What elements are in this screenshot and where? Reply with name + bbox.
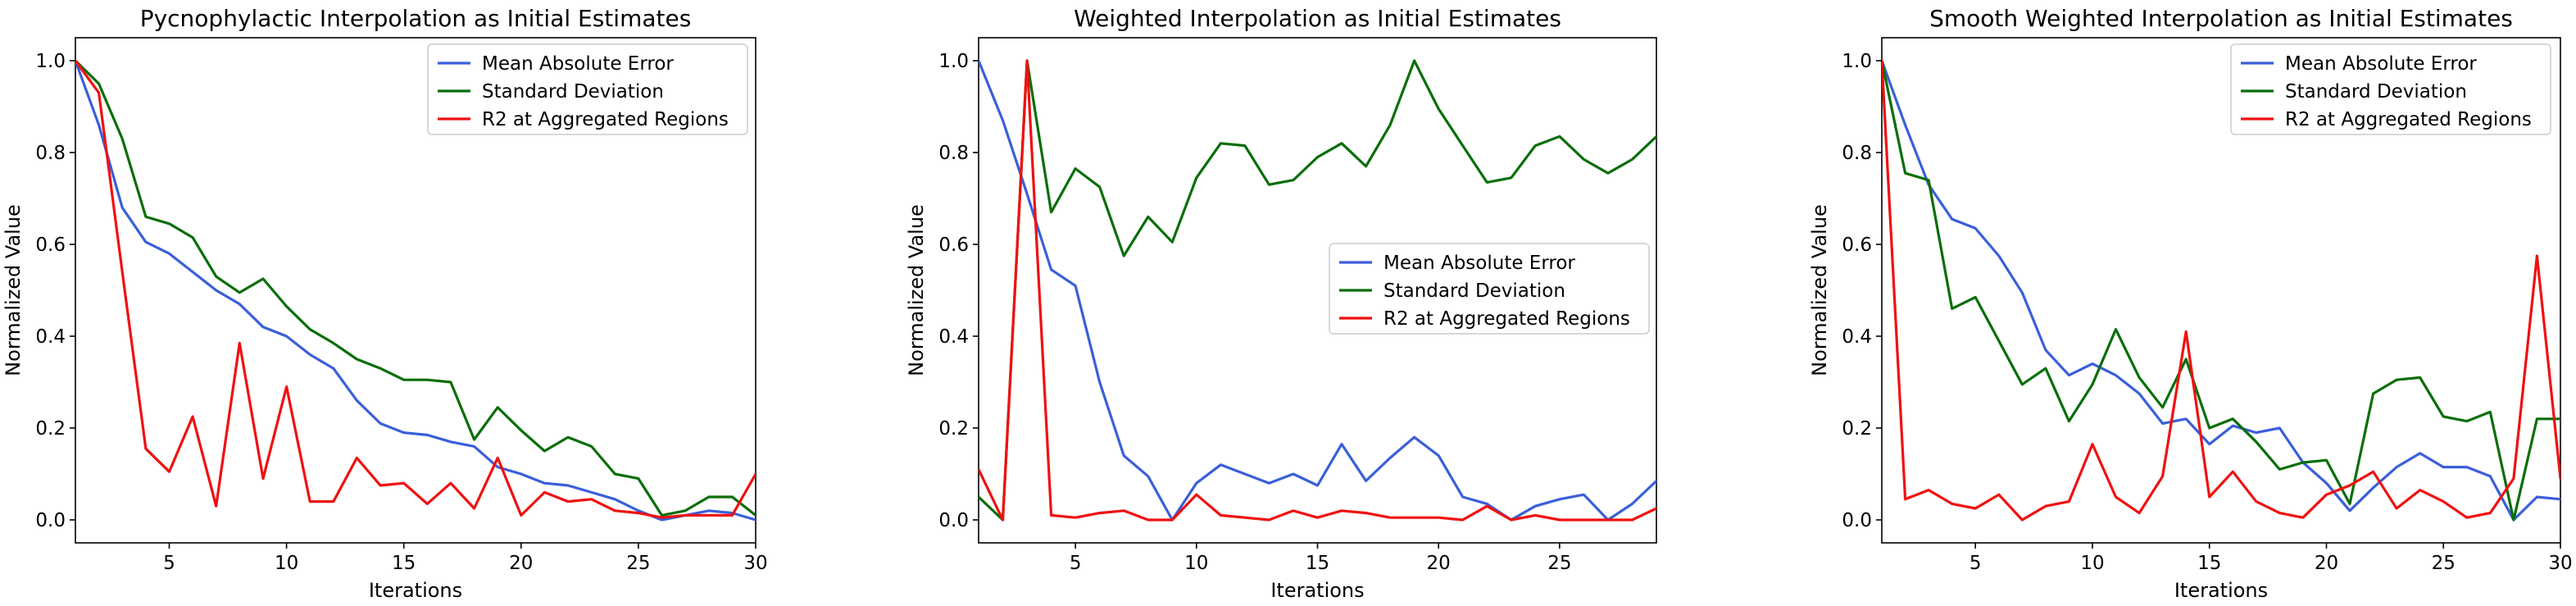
y-tick-label: 0.0 <box>1842 510 1872 531</box>
y-tick-label: 1.0 <box>1842 51 1872 72</box>
y-tick-label: 1.0 <box>35 51 66 72</box>
x-tick-label: 25 <box>626 553 650 574</box>
series-group <box>979 59 1656 522</box>
legend-label-3: R2 at Aggregated Regions <box>1383 308 1630 330</box>
y-tick-label: 0.0 <box>35 510 66 531</box>
x-tick-label: 10 <box>275 553 298 574</box>
series-line-1 <box>1882 59 2560 522</box>
chart-title: Weighted Interpolation as Initial Estima… <box>1074 5 1561 32</box>
legend-label-2: Standard Deviation <box>1383 280 1565 302</box>
y-tick-label: 0.2 <box>35 418 66 440</box>
x-tick-label: 25 <box>2432 553 2456 574</box>
series-line-1 <box>75 59 756 522</box>
y-tick-label: 1.0 <box>938 51 969 72</box>
series-line-2 <box>75 59 756 517</box>
chart-panel-2: Weighted Interpolation as Initial Estima… <box>905 5 1657 602</box>
legend-label-1: Mean Absolute Error <box>1383 253 1575 274</box>
y-tick-label: 0.0 <box>938 510 969 531</box>
series-line-2 <box>1882 59 2560 522</box>
x-axis-label: Iterations <box>1270 579 1364 602</box>
legend-box <box>1329 243 1650 335</box>
y-axis-label: Normalized Value <box>1808 204 1831 376</box>
legend-label-2: Standard Deviation <box>2285 81 2467 103</box>
y-tick-label: 0.4 <box>1842 326 1872 348</box>
x-tick-label: 10 <box>2080 553 2104 574</box>
y-tick-label: 0.2 <box>938 418 969 440</box>
chart-panel-1: Pycnophylactic Interpolation as Initial … <box>2 5 768 602</box>
legend-label-2: Standard Deviation <box>482 81 664 103</box>
y-tick-label: 0.6 <box>938 235 969 256</box>
x-tick-label: 5 <box>1070 553 1082 574</box>
x-tick-label: 15 <box>392 553 416 574</box>
y-axis-label: Normalized Value <box>905 204 928 376</box>
legend-box <box>2230 43 2551 135</box>
series-line-3 <box>75 59 756 519</box>
legend-label-3: R2 at Aggregated Regions <box>2285 109 2532 130</box>
y-tick-label: 0.8 <box>35 143 66 164</box>
legend-label-1: Mean Absolute Error <box>482 53 674 75</box>
chart-title: Pycnophylactic Interpolation as Initial … <box>140 5 692 32</box>
series-group <box>1882 59 2560 522</box>
y-tick-label: 0.8 <box>1842 143 1872 164</box>
x-tick-label: 20 <box>1427 553 1451 574</box>
x-tick-label: 20 <box>2315 553 2338 574</box>
legend: Mean Absolute Error Standard Deviation R2 … <box>1329 243 1650 335</box>
x-tick-label: 30 <box>743 553 767 574</box>
legend-box <box>427 43 748 135</box>
x-tick-label: 30 <box>2548 553 2572 574</box>
y-axis-label: Normalized Value <box>2 204 25 376</box>
legend-label-3: R2 at Aggregated Regions <box>482 109 729 130</box>
series-line-3 <box>979 59 1656 522</box>
x-tick-label: 10 <box>1184 553 1208 574</box>
x-axis-label: Iterations <box>369 579 462 602</box>
x-tick-label: 5 <box>163 553 175 574</box>
y-tick-label: 0.8 <box>938 143 969 164</box>
x-tick-label: 5 <box>1969 553 1982 574</box>
x-tick-label: 20 <box>509 553 533 574</box>
chart-title: Smooth Weighted Interpolation as Initial… <box>1929 5 2513 32</box>
x-tick-label: 15 <box>1306 553 1329 574</box>
legend-label-1: Mean Absolute Error <box>2285 53 2477 75</box>
series-line-2 <box>979 59 1656 522</box>
y-tick-label: 0.6 <box>35 235 66 256</box>
series-group <box>75 59 756 522</box>
series-line-3 <box>1882 59 2560 522</box>
y-tick-label: 0.4 <box>938 326 969 348</box>
legend: Mean Absolute Error Standard Deviation R2 … <box>2230 43 2551 135</box>
y-tick-label: 0.4 <box>35 326 66 348</box>
x-axis-label: Iterations <box>2174 579 2268 602</box>
series-line-1 <box>979 59 1656 522</box>
chart-panel-3: Smooth Weighted Interpolation as Initial… <box>1808 5 2573 602</box>
x-tick-label: 15 <box>2197 553 2221 574</box>
x-tick-label: 25 <box>1547 553 1571 574</box>
y-tick-label: 0.6 <box>1842 235 1872 256</box>
y-tick-label: 0.2 <box>1842 418 1872 440</box>
legend: Mean Absolute Error Standard Deviation R2 … <box>427 43 748 135</box>
